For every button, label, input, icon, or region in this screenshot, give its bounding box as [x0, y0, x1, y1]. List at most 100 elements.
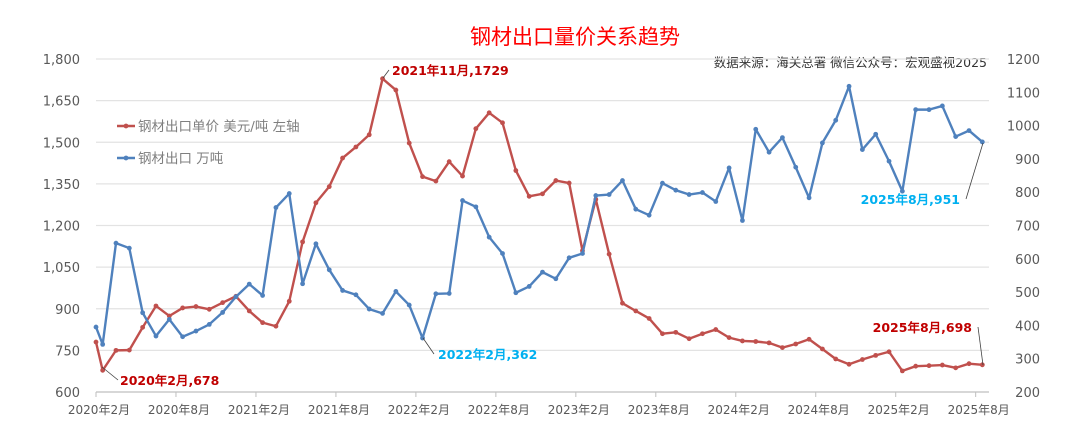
data-point	[726, 165, 732, 171]
data-point	[966, 128, 972, 133]
x-tick-label: 2025年2月	[868, 403, 930, 417]
data-point	[460, 198, 465, 203]
x-tick-label: 2023年8月	[628, 403, 690, 417]
data-point	[700, 331, 705, 337]
data-point	[660, 331, 665, 337]
legend-label: 钢材出口单价 美元/吨 左轴	[138, 119, 300, 135]
data-label: 2025年8月,951	[861, 192, 960, 207]
data-point	[726, 335, 732, 341]
data-point	[606, 192, 612, 197]
data-point	[526, 193, 532, 199]
data-point	[873, 352, 879, 358]
data-point	[513, 168, 519, 173]
data-point	[646, 212, 652, 218]
y-right-tick-label: 400	[1015, 319, 1040, 334]
data-point	[620, 300, 625, 306]
data-point	[753, 339, 759, 344]
y-left-tick-label: 1,500	[43, 136, 80, 151]
data-point	[446, 159, 452, 165]
data-point	[686, 192, 692, 197]
data-point	[420, 174, 425, 180]
data-point	[126, 347, 132, 353]
data-point	[673, 187, 679, 193]
annotation-leader	[977, 326, 984, 366]
y-left-tick-label: 1,650	[43, 95, 80, 110]
data-point	[926, 107, 932, 113]
x-tick-label: 2022年2月	[388, 403, 450, 417]
data-point	[953, 134, 959, 139]
data-label: 2021年11月,1729	[392, 63, 509, 78]
data-point	[686, 336, 692, 342]
data-point	[806, 195, 812, 201]
y-left-tick-label: 1,050	[43, 261, 80, 276]
x-tick-label: 2020年2月	[68, 403, 130, 417]
y-right-tick-label: 500	[1015, 286, 1040, 301]
data-label: 2022年2月,362	[438, 347, 537, 362]
data-point	[766, 340, 772, 346]
data-point	[793, 164, 799, 170]
y-right-tick-label: 800	[1015, 186, 1040, 201]
x-tick-label: 2022年8月	[468, 403, 530, 417]
data-point	[926, 363, 932, 369]
data-point	[553, 178, 559, 183]
data-point	[273, 205, 279, 210]
y-left-tick-label: 1,350	[43, 178, 80, 193]
data-point	[913, 107, 919, 113]
data-point	[486, 110, 492, 116]
data-point	[566, 180, 572, 186]
data-point	[500, 120, 505, 126]
y-left-tick-label: 750	[55, 344, 80, 359]
y-right-tick-label: 1000	[1007, 120, 1040, 135]
data-point	[286, 191, 292, 196]
data-point	[393, 87, 399, 93]
data-point	[340, 155, 345, 161]
data-point	[806, 336, 812, 342]
series-line-volume	[94, 85, 984, 346]
data-point	[113, 240, 119, 246]
x-tick-label: 2024年2月	[708, 403, 770, 417]
data-point	[340, 288, 345, 293]
data-point	[353, 292, 359, 298]
data-point	[913, 363, 919, 369]
data-point	[393, 289, 399, 294]
data-point	[473, 126, 479, 132]
x-tick-label: 2020年8月	[148, 403, 210, 417]
data-point	[126, 245, 132, 251]
data-point	[486, 234, 492, 240]
data-point	[660, 180, 665, 186]
data-point	[633, 308, 639, 314]
data-point	[93, 339, 99, 345]
data-point	[100, 367, 106, 373]
data-point	[260, 320, 266, 326]
data-label: 2025年8月,698	[873, 320, 972, 335]
data-point	[326, 267, 332, 273]
data-point	[819, 346, 825, 352]
data-point	[540, 191, 545, 197]
data-point	[780, 135, 785, 140]
data-point	[313, 241, 319, 247]
data-point	[206, 306, 212, 312]
data-point	[620, 178, 625, 183]
y-right-tick-label: 700	[1015, 220, 1040, 235]
data-point	[593, 193, 599, 198]
data-point	[326, 184, 332, 190]
data-point	[180, 305, 186, 311]
data-point	[753, 126, 759, 132]
data-point	[859, 147, 865, 152]
y-left-tick-label: 600	[55, 386, 80, 401]
data-point	[766, 149, 772, 155]
data-point	[553, 276, 559, 282]
data-point	[206, 322, 212, 327]
data-point	[166, 313, 172, 319]
data-point	[153, 303, 159, 309]
legend-marker	[123, 123, 129, 129]
legend-label: 钢材出口 万吨	[138, 151, 223, 167]
data-point	[286, 298, 292, 304]
data-point	[353, 144, 359, 150]
data-point	[406, 302, 412, 308]
x-tick-label: 2025年8月	[948, 403, 1010, 417]
data-point	[366, 306, 372, 312]
data-point	[953, 365, 959, 371]
data-point	[193, 304, 199, 309]
